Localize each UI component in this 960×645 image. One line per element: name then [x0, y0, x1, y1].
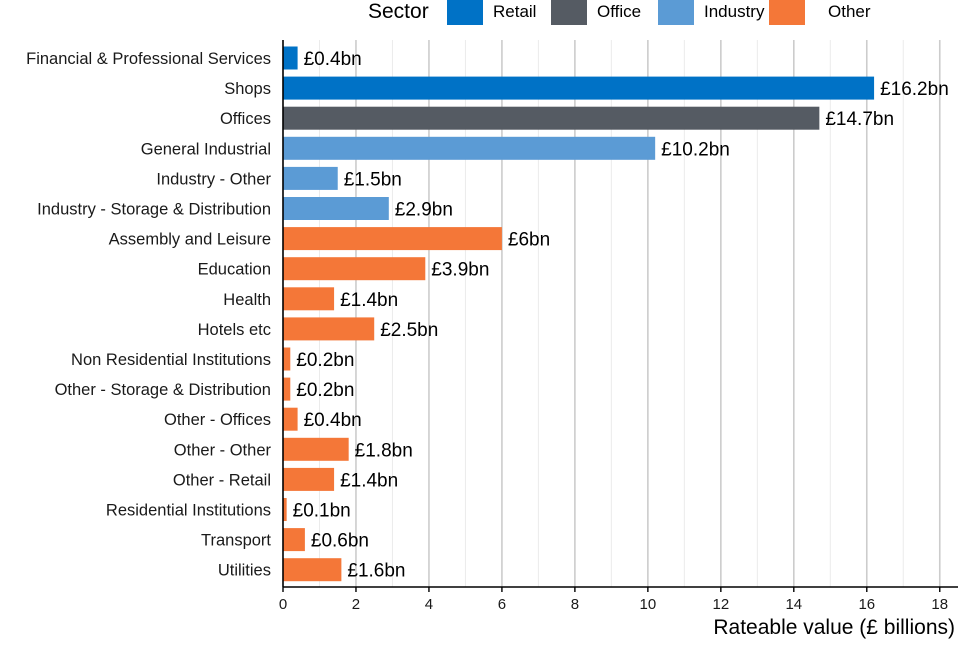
bar: [283, 407, 298, 431]
bar: [283, 528, 305, 552]
bar: [283, 76, 875, 100]
data-label: £1.6bn: [347, 561, 405, 582]
data-label: £2.9bn: [395, 200, 453, 221]
category-label: Other - Other: [174, 441, 272, 459]
legend-title: Sector: [368, 0, 429, 23]
category-label: Other - Offices: [164, 411, 271, 429]
data-label: £0.6bn: [311, 531, 369, 552]
bar: [283, 558, 342, 582]
data-label: £0.2bn: [296, 380, 354, 401]
data-label: £6bn: [508, 230, 550, 251]
bar: [283, 377, 291, 401]
x-tick-label: 2: [352, 596, 360, 613]
x-tick-label: 18: [931, 596, 948, 613]
bar: [283, 287, 335, 311]
category-label: Hotels etc: [198, 321, 271, 339]
data-label: £1.4bn: [340, 470, 398, 491]
data-label: £0.4bn: [304, 49, 362, 70]
category-label: Residential Institutions: [106, 502, 271, 520]
category-label: Shops: [224, 80, 271, 98]
bar: [283, 166, 338, 190]
data-label: £16.2bn: [880, 79, 949, 100]
data-label: £0.2bn: [296, 350, 354, 371]
data-label: £1.4bn: [340, 290, 398, 311]
x-tick-label: 12: [712, 596, 729, 613]
legend-label: Office: [597, 2, 641, 21]
bar-layer: £0.4bn £16.2bn £14.7bn £10.2bn £1.5bn £2.9bn £…: [283, 46, 949, 582]
bar: [283, 347, 291, 371]
legend-swatch: [551, 0, 587, 25]
data-label: £3.9bn: [431, 260, 489, 281]
axis-layer: Financial & Professional Services Shops Of…: [26, 40, 958, 639]
category-label: Transport: [201, 532, 271, 550]
category-label: Financial & Professional Services: [26, 50, 271, 68]
legend-swatch: [447, 0, 483, 25]
bar: [283, 317, 375, 341]
x-tick-label: 8: [571, 596, 579, 613]
category-label: Utilities: [218, 562, 271, 580]
bar: [283, 437, 349, 461]
legend-label: Industry: [704, 2, 765, 21]
x-axis-title: Rateable value (£ billions): [713, 616, 955, 639]
category-label: General Industrial: [141, 140, 271, 158]
legend: Sector Retail Office Industry Other: [368, 0, 871, 25]
category-label: Non Residential Institutions: [71, 351, 271, 369]
bar: [283, 227, 502, 251]
bar: [283, 197, 389, 220]
category-label: Offices: [220, 110, 271, 128]
category-label: Education: [198, 261, 271, 279]
legend-label: Retail: [493, 2, 536, 21]
bar: [283, 257, 426, 281]
data-label: £1.8bn: [355, 440, 413, 461]
bar: [283, 467, 335, 491]
category-label: Health: [223, 291, 271, 309]
bar: [283, 106, 820, 130]
category-label: Assembly and Leisure: [109, 231, 271, 249]
legend-swatch: [658, 0, 694, 25]
data-label: £0.4bn: [304, 410, 362, 431]
x-tick-label: 14: [785, 596, 802, 613]
data-label: £1.5bn: [344, 169, 402, 190]
bar: [283, 498, 287, 521]
x-tick-label: 10: [640, 596, 657, 613]
category-label: Industry - Other: [156, 170, 271, 188]
x-tick-label: 0: [279, 596, 287, 613]
category-label: Other - Storage & Distribution: [55, 381, 271, 399]
bar: [283, 46, 298, 70]
x-tick-label: 16: [858, 596, 875, 613]
data-label: £14.7bn: [825, 109, 894, 130]
data-label: £0.1bn: [293, 501, 351, 522]
x-tick-label: 4: [425, 596, 433, 613]
grid-layer: [318, 40, 941, 587]
data-label: £2.5bn: [380, 320, 438, 341]
bar: [283, 136, 656, 160]
data-label: £10.2bn: [661, 139, 730, 160]
legend-swatch: [769, 0, 805, 25]
x-tick-label: 6: [498, 596, 506, 613]
category-label: Other - Retail: [173, 471, 271, 489]
category-label: Industry - Storage & Distribution: [37, 201, 271, 219]
legend-label: Other: [828, 2, 871, 21]
